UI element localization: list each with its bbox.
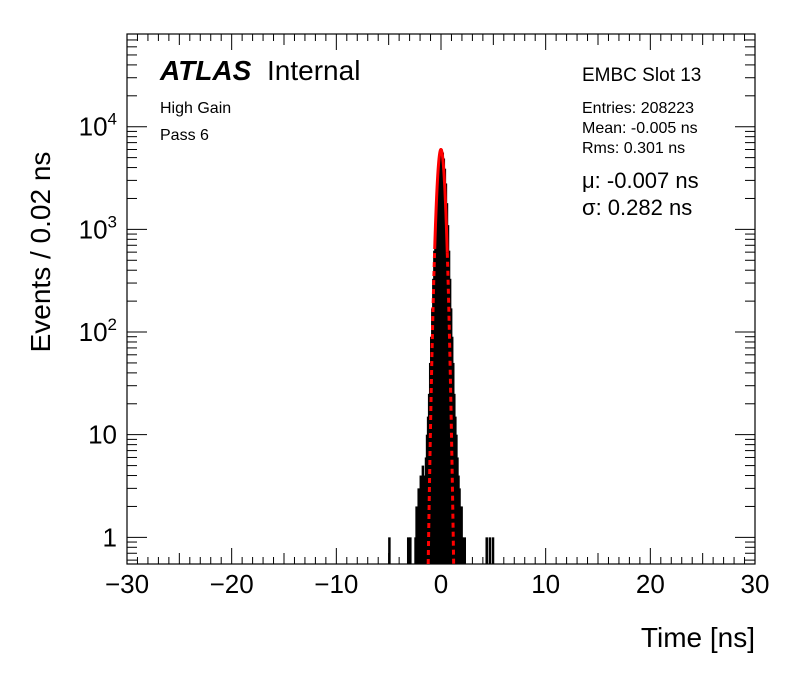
y-tick-label: 10 xyxy=(88,420,117,450)
x-tick-label: −30 xyxy=(105,569,149,599)
histogram-bin xyxy=(388,537,391,564)
histogram-bin xyxy=(485,537,488,564)
x-tick-label: 0 xyxy=(434,569,448,599)
histogram-bin xyxy=(461,537,464,564)
x-tick-label: −10 xyxy=(314,569,358,599)
internal-word: Internal xyxy=(267,55,360,86)
entries-stat: Entries: 208223 xyxy=(582,100,694,117)
rms-stat: Rms: 0.301 ns xyxy=(582,140,685,157)
histogram-bin xyxy=(491,537,495,564)
y-tick-label: 103 xyxy=(79,212,117,244)
histogram-bin xyxy=(488,537,492,564)
mu-fit-label: μ: -0.007 ns xyxy=(582,168,699,193)
x-tick-label: −20 xyxy=(210,569,254,599)
gain-label: High Gain xyxy=(160,100,231,117)
y-tick-labels: 1 10 102 103 104 xyxy=(79,110,117,553)
pass-label: Pass 6 xyxy=(160,127,209,144)
x-tick-label: 10 xyxy=(531,569,560,599)
fit-layer xyxy=(426,148,456,565)
y-tick-label: 1 xyxy=(103,522,117,552)
histogram-bin xyxy=(406,537,410,564)
fit-curve-core xyxy=(433,148,449,253)
histogram-layer xyxy=(388,149,495,565)
x-tick-labels: −30 −20 −10 0 10 20 30 xyxy=(105,569,770,599)
histogram-bin xyxy=(463,537,467,564)
y-tick-label: 102 xyxy=(79,315,117,347)
x-tick-label: 30 xyxy=(741,569,770,599)
atlas-word: ATLAS xyxy=(159,55,252,86)
fit-curve-right-tail xyxy=(445,252,456,565)
mean-stat: Mean: -0.005 ns xyxy=(582,120,698,137)
y-tick-label: 104 xyxy=(79,110,117,142)
atlas-label: ATLAS Internal xyxy=(159,55,360,86)
ticks-layer xyxy=(126,33,756,564)
histogram-bin xyxy=(409,537,412,564)
slot-label: EMBC Slot 13 xyxy=(582,65,701,86)
sigma-fit-label: σ: 0.282 ns xyxy=(582,195,692,220)
x-tick-label: 20 xyxy=(636,569,665,599)
histogram-bin xyxy=(460,506,463,564)
fit-curve-left-tail xyxy=(426,248,437,565)
histogram-bin xyxy=(415,506,418,564)
x-axis-label: Time [ns] xyxy=(641,622,755,653)
y-axis-label: Events / 0.02 ns xyxy=(25,152,56,353)
